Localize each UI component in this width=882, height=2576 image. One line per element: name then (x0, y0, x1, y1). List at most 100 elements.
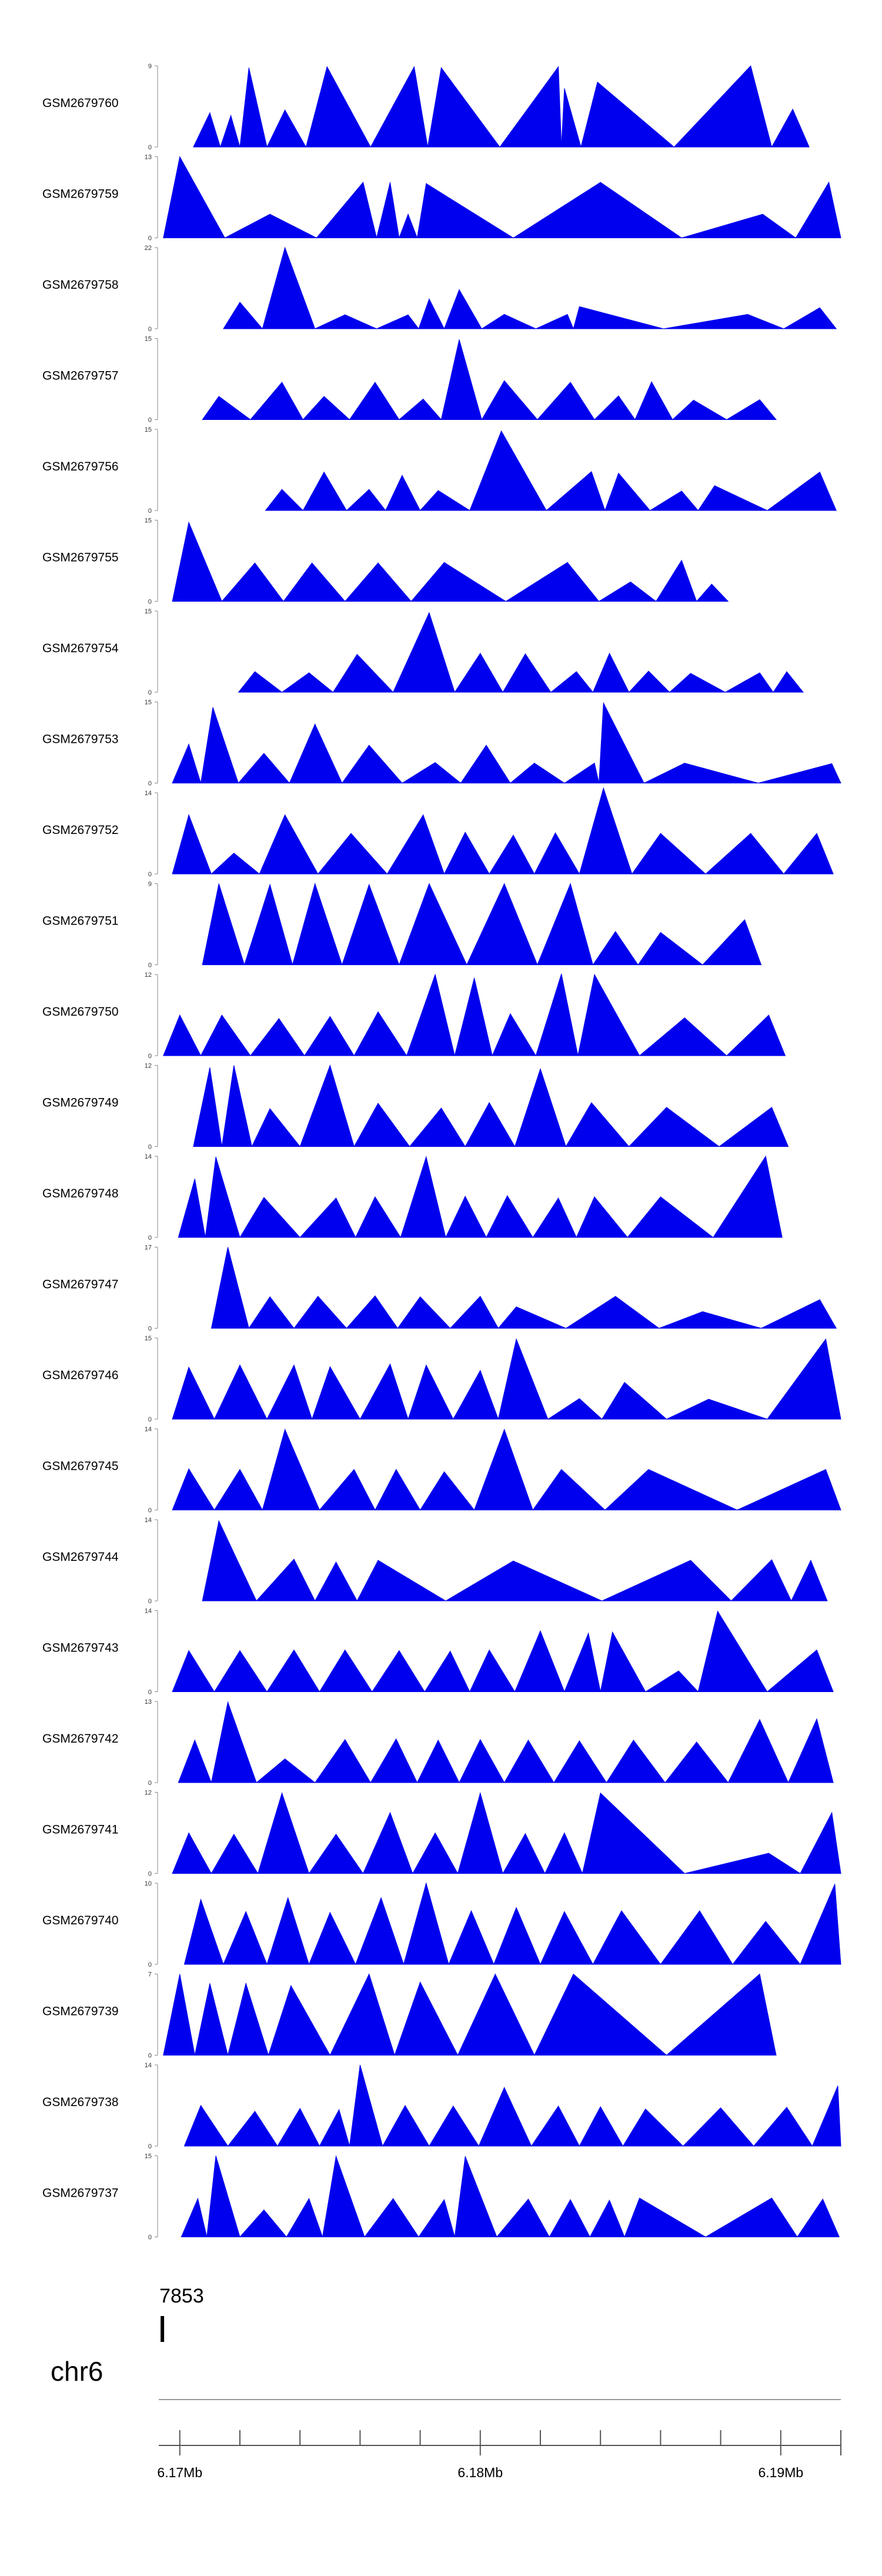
track-label: GSM2679737 (42, 2187, 119, 2200)
coverage-peak (163, 1014, 202, 1056)
coverage-peak (579, 2105, 624, 2147)
coverage-peak (718, 1107, 789, 1147)
track-GSM2679749: GSM2679749 12 0 (42, 1063, 789, 1151)
coverage-peak (416, 1739, 460, 1783)
track-label: GSM2679748 (42, 1187, 119, 1200)
coverage-peak (265, 489, 304, 511)
coverage-peak (466, 883, 538, 965)
track-label: GSM2679741 (42, 1823, 119, 1837)
y-max-label: 14 (145, 1426, 152, 1433)
y-max-label: 14 (145, 1153, 152, 1160)
coverage-peak (385, 475, 421, 511)
coverage-peak (579, 787, 633, 875)
y-min-label: 0 (148, 508, 152, 515)
coverage-peak (314, 1561, 358, 1601)
y-min-label: 0 (148, 689, 152, 696)
track-GSM2679737: GSM2679737 15 0 (42, 2153, 840, 2241)
coverage-peak (601, 1382, 667, 1420)
coverage-peak (465, 1102, 516, 1147)
track-label: GSM2679746 (42, 1369, 119, 1382)
coverage-peak (255, 1759, 316, 1783)
track-GSM2679741: GSM2679741 12 0 (42, 1790, 841, 1878)
coverage-peak (737, 1469, 841, 1510)
coverage-peak (535, 973, 579, 1056)
coverage-peak (726, 399, 777, 420)
data-tracks: GSM267976090GSM2679759130GSM2679758220GS… (42, 63, 841, 2241)
coverage-peak (371, 1650, 426, 1692)
y-min-label: 0 (148, 1871, 152, 1878)
coverage-peak (549, 2198, 591, 2237)
y-min-label: 0 (148, 1144, 152, 1151)
chromosome-label: chr6 (51, 2356, 103, 2387)
coverage-peak (255, 1559, 316, 1601)
coverage-peak (409, 1107, 466, 1147)
coverage-peak (440, 339, 482, 420)
coverage-peak (213, 1650, 268, 1692)
coverage-peak (576, 1196, 629, 1238)
coverage-peak (248, 1296, 295, 1329)
coverage-peak (392, 612, 455, 693)
coverage-peak (315, 314, 377, 329)
coverage-peak (547, 1398, 603, 1420)
y-min-label: 0 (148, 235, 152, 242)
coverage-peak (659, 1311, 761, 1329)
coverage-peak (213, 1364, 268, 1420)
coverage-peak (194, 1983, 229, 2056)
coverage-peak (766, 1338, 841, 1420)
coverage-peak (410, 562, 507, 602)
coverage-peak (172, 1366, 215, 1420)
coverage-peak (172, 1650, 215, 1692)
coverage-peak (257, 1792, 310, 1874)
track-label: GSM2679753 (42, 733, 119, 746)
coverage-peak (563, 762, 600, 783)
coverage-peak (202, 396, 252, 420)
coverage-peak (622, 2108, 684, 2147)
coverage-peak (577, 973, 640, 1056)
coverage-peak (530, 2105, 580, 2147)
coverage-peak (406, 973, 455, 1056)
coverage-peak (628, 670, 670, 693)
coverage-peak (178, 1739, 212, 1783)
y-min-label: 0 (148, 1416, 152, 1423)
coverage-peak (427, 66, 500, 148)
coverage-peak (445, 1560, 602, 1601)
coverage-peak (553, 1740, 607, 1783)
axis-tick-label: 6.19Mb (758, 2465, 803, 2480)
coverage-peak (286, 2198, 323, 2237)
track-label: GSM2679740 (42, 1914, 119, 1927)
coverage-peak (172, 1468, 215, 1510)
coverage-peak (322, 2155, 365, 2237)
track-GSM2679760: GSM2679760 9 0 (42, 63, 810, 151)
coverage-peak (731, 1921, 801, 1965)
coverage-peak (696, 583, 729, 602)
track-label: GSM2679756 (42, 460, 119, 473)
coverage-peak (726, 1015, 786, 1056)
track-GSM2679757: GSM2679757 15 0 (42, 336, 777, 424)
coverage-peak (503, 1739, 554, 1783)
coverage-peak (727, 1719, 789, 1783)
coverage-peak (644, 1670, 699, 1692)
coverage-peak (454, 2156, 497, 2237)
track-label: GSM2679760 (42, 96, 119, 110)
coverage-peak (319, 2108, 350, 2147)
coverage-peak (349, 382, 400, 420)
coverage-peak (172, 743, 202, 783)
track-label: GSM2679749 (42, 1096, 119, 1110)
track-GSM2679754: GSM2679754 15 0 (42, 608, 804, 696)
coverage-peak (316, 181, 377, 238)
y-max-label: 14 (145, 1608, 152, 1615)
coverage-peak (220, 114, 240, 148)
coverage-peak (663, 313, 784, 329)
coverage-peak (221, 1065, 253, 1147)
coverage-peak (443, 289, 483, 329)
track-label: GSM2679742 (42, 1732, 119, 1746)
coverage-peak (268, 1984, 331, 2056)
coverage-peak (302, 396, 350, 420)
coverage-peak (766, 1649, 834, 1692)
y-max-label: 13 (145, 154, 152, 161)
coverage-peak (492, 1013, 537, 1056)
coverage-peak (319, 1469, 376, 1510)
coverage-peak (314, 1739, 372, 1783)
coverage-peak (356, 1560, 447, 1601)
coverage-peak (544, 1832, 583, 1874)
